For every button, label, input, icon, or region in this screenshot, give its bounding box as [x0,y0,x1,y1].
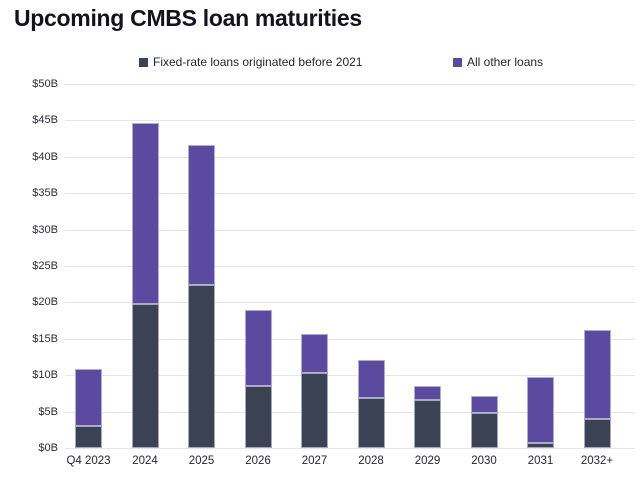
x-axis-label: 2030 [471,455,497,467]
y-axis-label: $30B [32,223,58,236]
bar-segment-fixed-rate [131,303,159,448]
gridline [65,375,635,377]
bar-segment-fixed-rate [75,426,102,448]
y-axis-label: $50B [32,78,58,90]
gridline [65,156,635,158]
x-axis-label: 2026 [245,455,271,467]
y-axis-label: $45B [32,114,58,127]
x-axis-label: 2024 [132,455,158,467]
bar-segment-fixed-rate [583,418,611,448]
legend-item-all-other: All other loans [453,55,543,69]
legend-item-fixed-rate: Fixed-rate loans originated before 2021 [139,55,362,69]
y-axis-label: $35B [32,187,58,200]
x-axis-label: 2032+ [580,455,614,467]
gridline [65,448,635,449]
gridline [65,266,635,267]
gridline [65,302,635,304]
bar-segment-fixed-rate [527,442,554,448]
y-axis-label: $25B [32,260,58,272]
bar-segment-all-other [131,123,159,304]
gridline [65,84,635,85]
bar-segment-all-other [527,377,554,443]
legend-label-fixed-rate: Fixed-rate loans originated before 2021 [153,55,363,69]
bar-segment-all-other [301,334,328,373]
bar-segment-fixed-rate [244,386,272,448]
x-axis-label: 2025 [188,455,215,467]
gridline [65,411,635,413]
x-axis-label: Q4 2023 [66,455,111,467]
bar-segment-all-other [244,310,272,387]
gridline [65,229,635,231]
bar-segment-all-other [75,368,102,427]
legend-swatch-all-other-icon [453,57,462,67]
bar-segment-fixed-rate [414,399,441,448]
y-axis-label: $20B [32,296,58,309]
gridline [65,338,635,340]
bar-segment-fixed-rate [470,413,498,448]
x-axis-label: 2028 [358,455,384,467]
bar-segment-all-other [470,395,498,414]
gridline [65,193,635,195]
y-axis-label: $15B [32,332,58,345]
y-axis-label: $5B [38,405,58,418]
legend-label-all-other: All other loans [467,55,544,69]
y-axis-label: $10B [32,369,58,382]
bar-segment-fixed-rate [301,373,328,448]
x-axis-label: 2031 [527,455,554,467]
gridline [65,120,635,122]
x-axis-label: 2027 [301,455,328,467]
bar-segment-all-other [188,145,215,285]
y-axis-label: $40B [32,150,58,163]
legend-swatch-fixed-rate-icon [139,57,148,67]
bar-segment-fixed-rate [188,284,215,448]
x-axis-label: 2029 [414,455,441,467]
chart-title: Upcoming CMBS loan maturities [14,5,362,31]
bar-segment-all-other [357,359,385,399]
y-axis-label: $0B [38,442,58,454]
bar-segment-all-other [583,330,611,419]
bar-segment-all-other [414,386,441,400]
bar-segment-fixed-rate [357,398,385,448]
